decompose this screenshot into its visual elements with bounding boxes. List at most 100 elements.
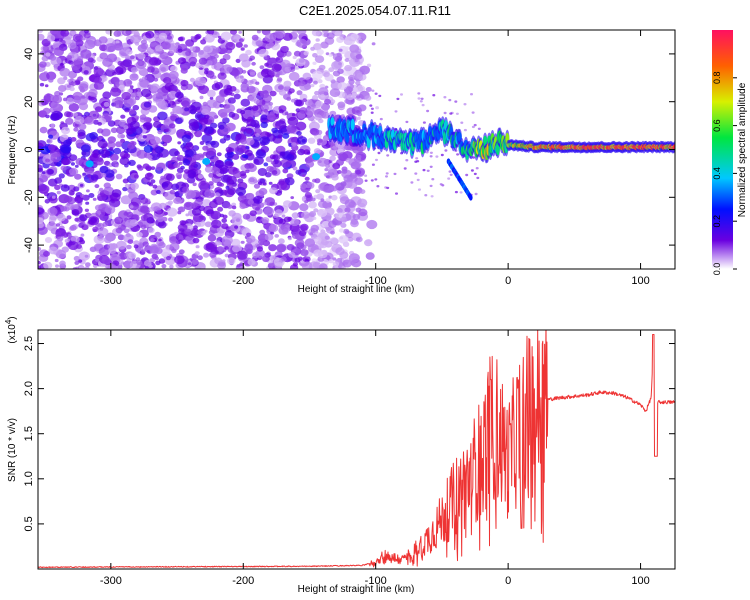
heatmap-cell [133,244,139,249]
heatmap-cell [185,141,193,148]
heatmap-cell [70,204,79,211]
heatmap-cell [410,181,414,184]
heatmap-cell [67,241,79,251]
heatmap-cell [213,61,224,71]
heatmap-cell [129,55,135,60]
heatmap-cell [86,189,90,193]
heatmap-cell [447,177,451,180]
heatmap-cell [63,97,68,102]
heatmap-cell [38,207,44,215]
heatmap-cell [118,119,127,127]
snr-y-ticks: 0.5 1.0 1.5 2.0 2.5 [23,336,675,532]
heatmap-cell [314,114,322,121]
heatmap-cell [330,185,338,192]
heatmap-cell [245,137,255,146]
heatmap-cell [369,104,373,107]
heatmap-cell [169,189,176,195]
heatmap-cell [234,67,244,75]
x-tick-label: 100 [631,275,649,287]
colorbar-tick-label: 0.0 [712,263,722,276]
heatmap-cell [40,146,51,155]
heatmap-cell [97,122,102,126]
heatmap-cell [60,165,67,171]
heatmap-cell [70,162,75,166]
heatmap-cell [129,205,134,209]
colorbar-tick-label: 0.2 [712,215,722,228]
heatmap-cell [470,169,474,172]
heatmap-cell [101,128,111,137]
heatmap-cell [328,67,335,73]
heatmap-cell [60,30,70,37]
heatmap-cell [459,191,463,194]
heatmap-cell [470,93,473,96]
heatmap-cell [403,167,407,170]
heatmap-cell [435,155,439,158]
heatmap-cell [140,42,149,50]
colorbar-tick-label: 0.8 [712,72,722,85]
heatmap-cell [248,58,253,62]
heatmap-cell [199,95,204,100]
y-tick-label: 40 [23,48,35,60]
heatmap-cell [274,209,283,216]
heatmap-cell [262,255,270,263]
heatmap-cell [228,210,236,217]
heatmap-cell [255,40,264,47]
heatmap-cell [300,183,308,190]
heatmap-cell [140,214,149,221]
heatmap-cell [175,172,183,178]
heatmap-cell [102,57,113,67]
heatmap-cell [231,205,237,210]
heatmap-cell [342,259,353,268]
heatmap-cell [338,235,349,244]
heatmap-cell [150,189,158,196]
heatmap-cell [264,233,274,241]
heatmap-cell [251,92,257,97]
heatmap-cell [156,189,161,194]
heatmap-cell [386,154,390,157]
heatmap-cell [163,72,171,78]
heatmap-cell [203,114,210,120]
heatmap-cell [292,166,298,171]
heatmap-cell [443,96,447,99]
heatmap-cell [235,75,245,83]
heatmap-cell [68,233,72,237]
heatmap-cell [216,152,222,157]
heatmap-cell [194,198,203,206]
colorbar-tick-label: 0.4 [712,167,722,180]
heatmap-cell [241,154,247,159]
heatmap-cell [221,235,233,245]
heatmap-cell [303,50,310,56]
heatmap-cell [188,56,198,65]
heatmap-cell [93,81,104,90]
heatmap-cell [337,102,342,106]
heatmap-cell [302,72,312,80]
heatmap-cell [148,264,153,269]
heatmap-cell [141,249,145,253]
heatmap-cell [421,103,425,107]
heatmap-cell [38,30,43,33]
heatmap-cell [327,167,335,173]
heatmap-cell [53,47,64,56]
heatmap-cell [417,97,421,100]
heatmap-cell [51,195,56,199]
heatmap-cell [122,186,128,192]
heatmap-cell [324,168,329,172]
heatmap-cell [296,131,302,136]
heatmap-cell [107,120,116,127]
heatmap-cell [276,77,283,82]
heatmap-cell [350,260,356,266]
heatmap-cell [38,33,45,41]
heatmap-cell [181,100,190,108]
x-tick-label: 100 [631,575,649,587]
heatmap-cell [80,49,92,59]
heatmap-cell [118,210,129,220]
heatmap-cell [192,145,200,151]
heatmap-cell [84,39,96,50]
heatmap-cell [336,36,344,43]
heatmap-cell [255,133,260,137]
heatmap-cell [473,172,477,176]
heatmap-cell [375,158,378,162]
heatmap-cell [89,132,98,140]
heatmap-cell [283,216,291,223]
heatmap-cell [255,206,260,211]
